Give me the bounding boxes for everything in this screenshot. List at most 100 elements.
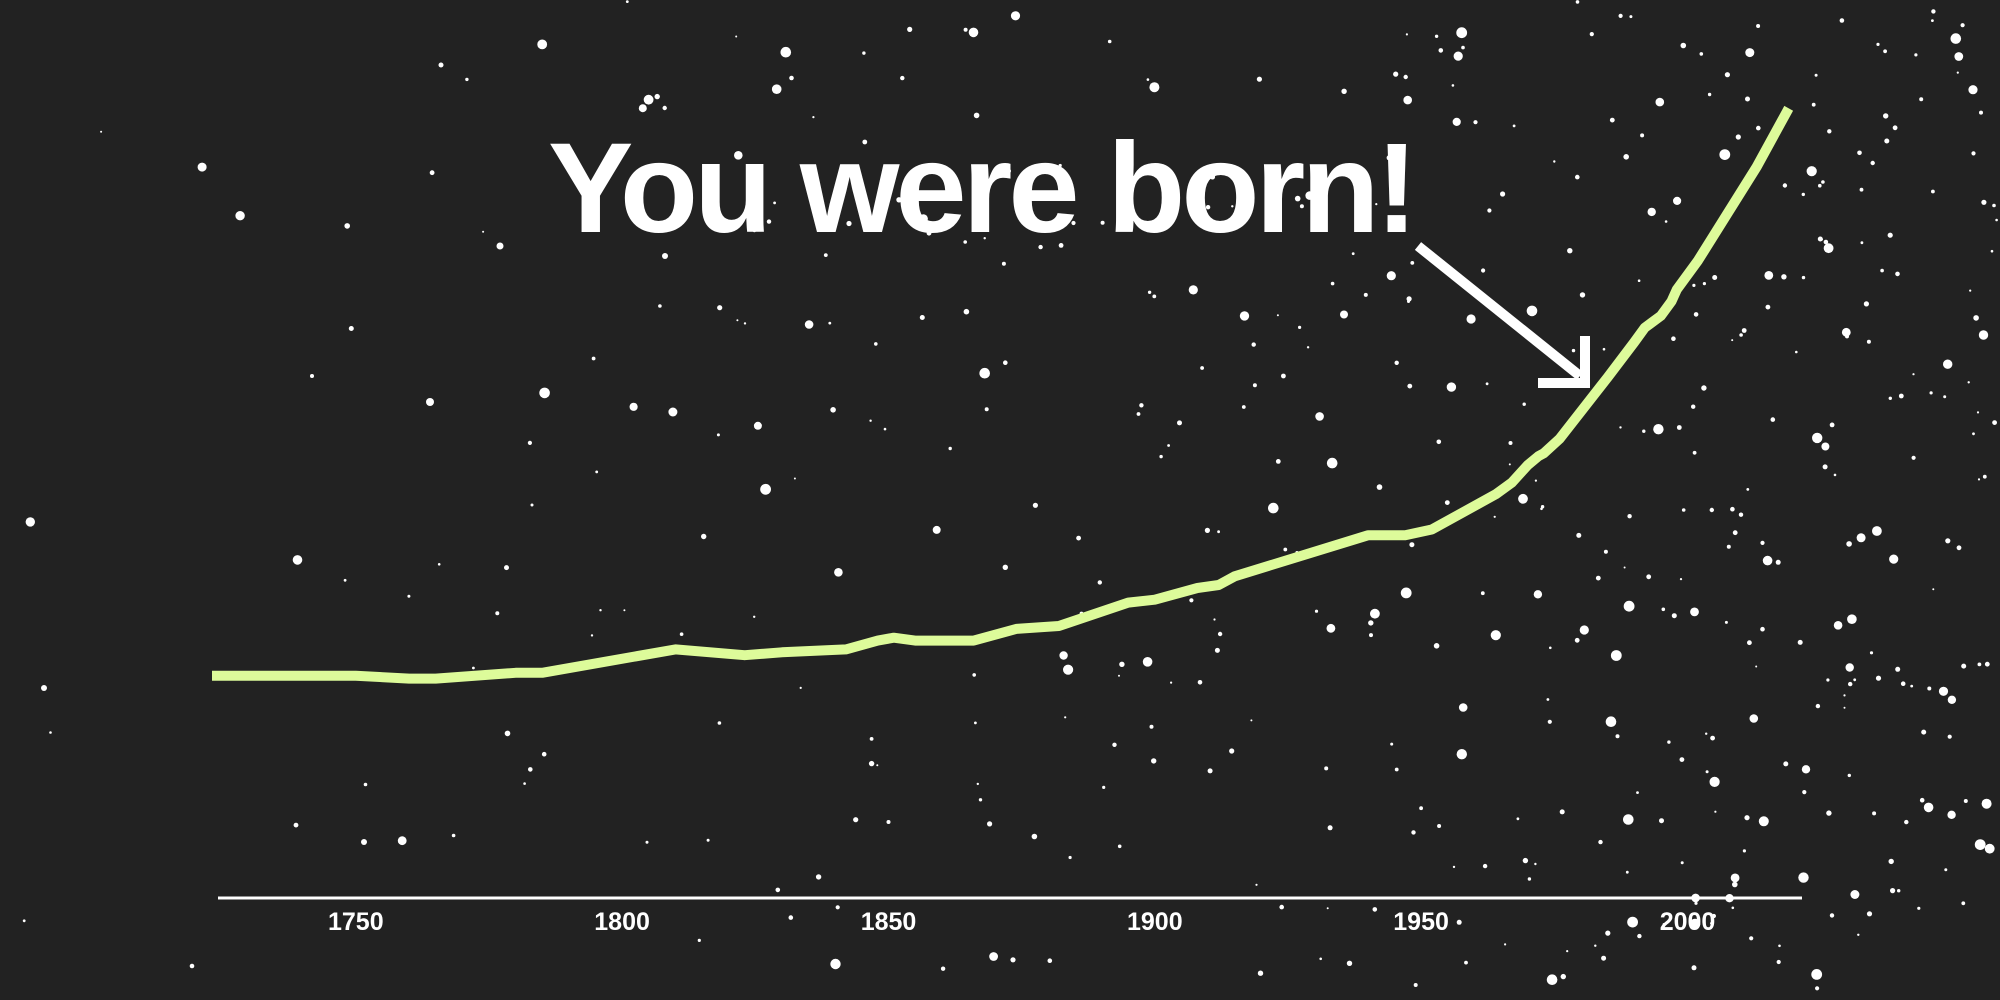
star xyxy=(1690,607,1699,617)
star xyxy=(1884,138,1890,144)
star xyxy=(1403,95,1412,105)
star xyxy=(1602,347,1606,351)
star xyxy=(1883,113,1889,119)
star xyxy=(1961,663,1967,669)
star xyxy=(1898,393,1904,399)
star xyxy=(876,764,879,767)
star xyxy=(523,782,526,785)
star xyxy=(1217,631,1223,637)
star xyxy=(1919,97,1924,102)
star xyxy=(1433,643,1440,649)
star xyxy=(1732,530,1738,536)
star xyxy=(1451,84,1455,87)
star xyxy=(1257,970,1264,976)
star xyxy=(1625,870,1629,874)
star xyxy=(1900,681,1906,686)
star xyxy=(1389,164,1394,169)
star xyxy=(1693,312,1699,317)
star xyxy=(1200,366,1204,370)
star xyxy=(1003,360,1008,366)
star xyxy=(1961,901,1966,906)
star xyxy=(1100,220,1105,225)
star xyxy=(1921,729,1927,735)
x-tick-label: 1900 xyxy=(1127,908,1183,936)
star xyxy=(788,915,794,920)
star xyxy=(948,446,952,451)
star xyxy=(1731,339,1734,342)
star xyxy=(1846,541,1852,547)
star xyxy=(1646,574,1652,580)
star xyxy=(1627,514,1632,519)
star xyxy=(853,817,859,823)
star xyxy=(1487,208,1492,213)
star xyxy=(22,919,26,923)
star xyxy=(1756,24,1761,28)
star xyxy=(1214,647,1220,653)
star xyxy=(1691,965,1697,971)
star xyxy=(1546,974,1558,985)
star xyxy=(1276,314,1279,317)
star xyxy=(1897,889,1901,893)
star xyxy=(1923,802,1934,813)
star xyxy=(1875,675,1882,681)
star xyxy=(1888,396,1893,400)
star xyxy=(1231,205,1234,208)
star xyxy=(1117,844,1122,849)
star xyxy=(1945,538,1951,544)
star xyxy=(1947,695,1957,704)
star xyxy=(1679,757,1685,762)
star xyxy=(504,730,511,737)
star xyxy=(1847,614,1857,624)
star xyxy=(1709,776,1720,788)
star xyxy=(1167,444,1170,447)
star xyxy=(679,632,684,636)
star xyxy=(1255,883,1258,886)
star xyxy=(1490,630,1501,641)
star xyxy=(1526,305,1538,317)
star xyxy=(1453,51,1463,61)
star xyxy=(976,782,979,786)
star xyxy=(1910,684,1914,688)
star xyxy=(197,162,207,172)
star xyxy=(1981,798,1992,809)
star xyxy=(1821,442,1830,451)
star xyxy=(1207,768,1213,774)
star xyxy=(1119,661,1125,667)
star xyxy=(1730,506,1735,512)
star xyxy=(1527,877,1532,881)
star xyxy=(984,407,989,412)
star xyxy=(668,407,678,417)
star xyxy=(1841,327,1851,337)
star xyxy=(1076,535,1081,541)
star xyxy=(1978,330,1989,340)
star xyxy=(189,963,195,969)
star xyxy=(1317,414,1323,420)
star xyxy=(1340,310,1348,319)
star xyxy=(1960,23,1965,28)
star xyxy=(1845,663,1854,672)
star xyxy=(1845,334,1849,339)
star xyxy=(1764,271,1774,280)
star xyxy=(1848,681,1853,687)
star xyxy=(1744,815,1750,821)
star xyxy=(1731,906,1735,910)
star xyxy=(1853,678,1857,682)
star xyxy=(1112,742,1117,747)
star xyxy=(1833,473,1837,477)
star xyxy=(1977,662,1982,667)
star xyxy=(1279,904,1284,910)
star xyxy=(1188,285,1198,295)
star xyxy=(537,39,548,50)
star xyxy=(789,75,794,81)
star xyxy=(1856,533,1866,543)
star xyxy=(1386,155,1392,161)
star xyxy=(1609,117,1615,123)
star xyxy=(530,503,534,507)
star xyxy=(1327,825,1333,831)
star xyxy=(1229,748,1235,754)
star xyxy=(1929,391,1933,395)
star xyxy=(1372,907,1378,912)
star xyxy=(1990,249,1994,253)
